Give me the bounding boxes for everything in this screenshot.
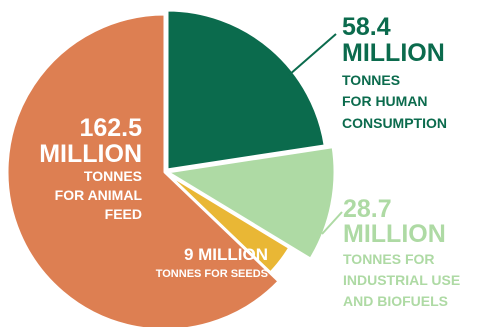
industrial-use-desc-1: TONNES FOR bbox=[343, 251, 435, 267]
animal-feed-unit: MILLION bbox=[39, 140, 142, 168]
leader-line-human-consumption bbox=[288, 33, 337, 76]
leader-line-industrial-use bbox=[321, 211, 343, 235]
slice-label-animal-feed: 162.5 MILLION TONNES FOR ANIMAL FEED bbox=[39, 114, 142, 222]
animal-feed-desc-3: FEED bbox=[105, 206, 142, 222]
human-consumption-desc-3: CONSUMPTION bbox=[342, 115, 447, 131]
industrial-use-desc-2: INDUSTRIAL USE bbox=[343, 272, 460, 288]
industrial-use-value: 28.7 bbox=[343, 195, 392, 223]
human-consumption-unit: MILLION bbox=[342, 39, 445, 67]
human-consumption-desc-2: FOR HUMAN bbox=[342, 93, 428, 109]
human-consumption-desc-1: TONNES bbox=[342, 72, 400, 88]
slice-industrial-use bbox=[165, 145, 337, 261]
seeds-desc-1: TONNES FOR SEEDS bbox=[156, 268, 268, 280]
animal-feed-value: 162.5 bbox=[79, 114, 142, 142]
slice-label-human-consumption: 58.4 MILLION TONNES FOR HUMAN CONSUMPTIO… bbox=[342, 13, 447, 131]
slice-human-consumption bbox=[165, 8, 327, 172]
slice-label-seeds: 9 MILLION TONNES FOR SEEDS bbox=[156, 245, 268, 280]
animal-feed-desc-2: FOR ANIMAL bbox=[55, 187, 143, 203]
slice-animal-feed bbox=[5, 12, 281, 327]
seeds-value: 9 MILLION bbox=[184, 245, 268, 264]
animal-feed-desc-1: TONNES bbox=[84, 168, 142, 184]
pie-slices bbox=[5, 8, 337, 327]
slice-label-industrial-use: 28.7 MILLION TONNES FOR INDUSTRIAL USE A… bbox=[343, 195, 460, 309]
human-consumption-value: 58.4 bbox=[342, 13, 391, 41]
industrial-use-desc-3: AND BIOFUELS bbox=[343, 293, 448, 309]
leader-lines bbox=[288, 33, 343, 235]
industrial-use-unit: MILLION bbox=[343, 220, 446, 248]
